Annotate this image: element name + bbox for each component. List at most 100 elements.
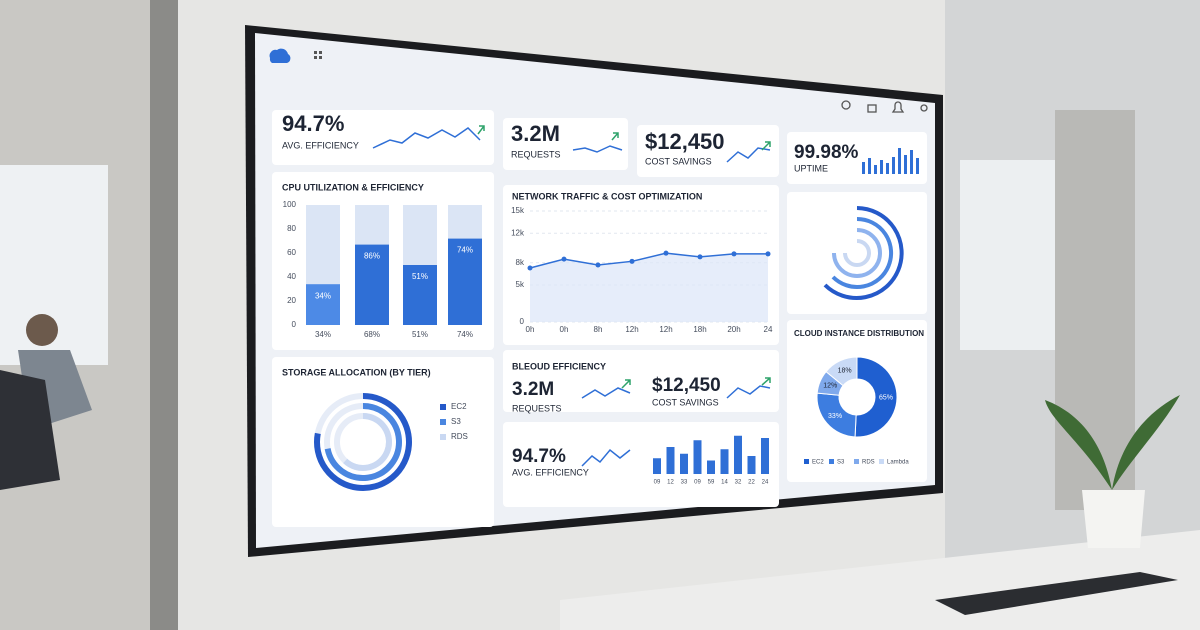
kpi-value: $12,450 xyxy=(645,129,725,154)
plant xyxy=(1045,395,1180,490)
legend-label: S3 xyxy=(837,460,845,466)
bar-label: 51% xyxy=(412,272,428,281)
card-title: BLEOUD EFFICIENCY xyxy=(512,361,606,371)
x-tick-label: 09 xyxy=(694,480,701,486)
bar xyxy=(761,438,769,474)
chart-title: NETWORK TRAFFIC & COST OPTIMIZATION xyxy=(512,191,702,201)
slice-label: 33% xyxy=(828,413,842,420)
plant-pot xyxy=(1082,490,1145,548)
bar xyxy=(693,440,702,474)
pillar xyxy=(150,0,178,630)
x-tick-label: 24 xyxy=(762,480,769,486)
bar xyxy=(734,435,742,474)
header-icons xyxy=(841,100,928,113)
y-tick-label: 5k xyxy=(516,280,525,289)
bar-label: 86% xyxy=(364,252,380,261)
ring-decoration xyxy=(823,206,904,300)
legend-swatch xyxy=(440,434,446,440)
kpi-card xyxy=(637,125,779,177)
bar xyxy=(403,265,437,325)
donut-slice xyxy=(854,356,898,438)
sparklines xyxy=(372,127,771,467)
uptime-bars xyxy=(862,148,919,174)
x-tick-label: 18h xyxy=(693,325,706,334)
kpi-card xyxy=(503,118,628,170)
bar xyxy=(666,447,675,474)
legend-label: Lambda xyxy=(887,460,909,466)
bar xyxy=(747,456,756,474)
point xyxy=(561,256,567,262)
y-tick-label: 15k xyxy=(511,206,525,215)
storage-card xyxy=(272,357,494,527)
y-tick-label: 12k xyxy=(511,228,525,237)
donut-slice xyxy=(825,356,858,387)
bar xyxy=(306,284,340,325)
x-tick-label: 14 xyxy=(721,480,728,486)
bar xyxy=(448,238,482,325)
x-tick-label: 12h xyxy=(659,325,672,334)
metric-label: REQUESTS xyxy=(512,403,562,413)
efficiency-card xyxy=(503,350,779,412)
x-tick-label: 8h xyxy=(594,325,603,334)
ring-bar xyxy=(343,413,392,471)
kpi-label: COST SAVINGS xyxy=(645,156,712,166)
kpi-value: 3.2M xyxy=(511,121,560,146)
x-tick-label: 51% xyxy=(412,330,428,339)
x-tick-label: 74% xyxy=(457,330,473,339)
y-tick-label: 60 xyxy=(287,248,296,257)
kpi-label: REQUESTS xyxy=(511,149,561,159)
area xyxy=(530,253,768,322)
bar-label: 74% xyxy=(457,246,473,255)
legend-label: RDS xyxy=(862,460,875,466)
y-tick-label: 8k xyxy=(516,258,525,267)
point xyxy=(527,265,533,271)
keyboard xyxy=(935,572,1178,615)
ring-bar xyxy=(324,403,402,481)
y-tick-label: 40 xyxy=(287,272,296,281)
point xyxy=(765,251,771,257)
window-right xyxy=(960,160,1055,350)
chair xyxy=(0,370,60,490)
y-tick-label: 20 xyxy=(287,296,296,305)
x-tick-label: 33 xyxy=(681,480,688,486)
x-tick-label: 34% xyxy=(315,330,331,339)
chart-title: CPU UTILIZATION & EFFICIENCY xyxy=(282,182,424,192)
chart-title: STORAGE ALLOCATION (BY TIER) xyxy=(282,367,431,377)
slice-label: 12% xyxy=(823,383,837,390)
x-tick-label: 20h xyxy=(727,325,740,334)
distribution-card xyxy=(787,320,927,482)
bar xyxy=(707,460,715,474)
x-tick-label: 12 xyxy=(667,480,674,486)
legend-label: S3 xyxy=(451,417,461,426)
x-tick-label: 22 xyxy=(748,480,755,486)
legend-swatch xyxy=(804,459,809,464)
apps-icon xyxy=(314,51,322,59)
activity-card xyxy=(503,422,779,507)
y-tick-label: 0 xyxy=(520,317,525,326)
x-tick-label: 0h xyxy=(526,325,535,334)
desk xyxy=(560,530,1200,630)
metric-value: 3.2M xyxy=(512,379,554,400)
y-tick-label: 0 xyxy=(292,320,297,329)
metric-label: COST SAVINGS xyxy=(652,397,719,407)
point xyxy=(629,258,635,264)
y-tick-label: 100 xyxy=(283,200,297,209)
point xyxy=(697,254,703,260)
x-tick-label: 32 xyxy=(735,480,742,486)
legend-swatch xyxy=(879,459,884,464)
legend-label: RDS xyxy=(451,432,468,441)
kpi-value: 94.7% xyxy=(282,111,344,136)
logo-icon xyxy=(269,48,291,63)
trend-arrows xyxy=(477,125,771,389)
x-tick-label: 68% xyxy=(364,330,380,339)
bar xyxy=(653,458,661,474)
metric-value: $12,450 xyxy=(652,375,721,396)
ring-card xyxy=(787,192,927,314)
kpi-label: AVG. EFFICIENCY xyxy=(282,140,359,150)
person-head xyxy=(26,314,58,346)
point xyxy=(663,250,669,256)
kpi-label: UPTIME xyxy=(794,163,828,173)
legend-swatch xyxy=(854,459,859,464)
x-tick-label: 12h xyxy=(625,325,638,334)
